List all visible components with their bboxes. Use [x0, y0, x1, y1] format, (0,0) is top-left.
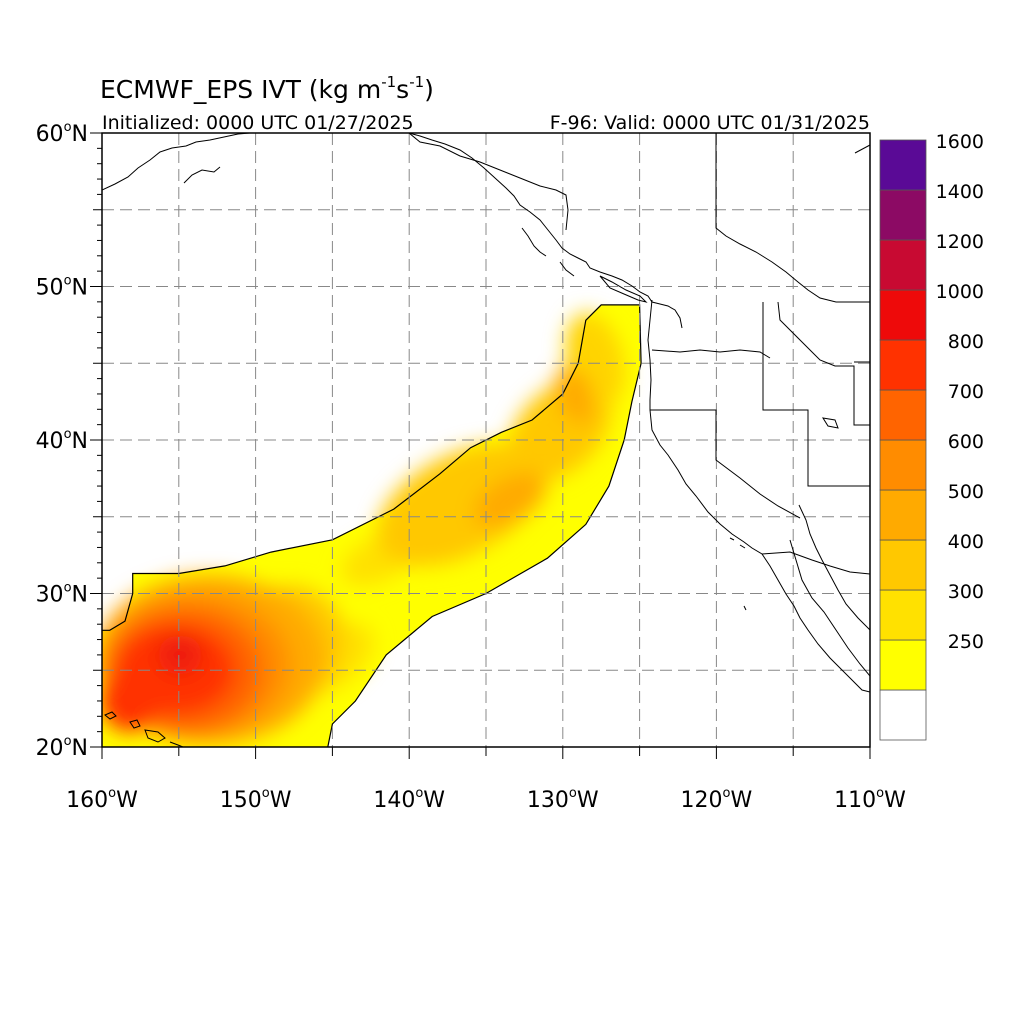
- longitude-labels: 160oW 150oW 140oW 130oW 120oW 110oW: [66, 786, 906, 813]
- latitude-labels: 60oN 50oN 40oN 30oN 20oN: [36, 120, 88, 761]
- colorbar-swatch: [879, 239, 927, 291]
- vancouver-island: [599, 275, 648, 303]
- colorbar-label: 700: [948, 381, 984, 403]
- canada-us-border: [715, 133, 870, 303]
- colorbar-swatch: [879, 339, 927, 391]
- lat-lon-gridlines: [102, 133, 870, 747]
- colorbar-label: 1200: [936, 231, 984, 253]
- montana-border: [777, 301, 870, 426]
- colorbar-label: 250: [948, 631, 984, 653]
- axis-ticks: [90, 132, 871, 759]
- colorbar-swatch: [879, 439, 927, 491]
- colorbar-swatch: [879, 189, 927, 241]
- initialized-time: Initialized: 0000 UTC 01/27/2025: [102, 112, 414, 134]
- colorbar-swatch: [879, 639, 927, 691]
- colorbar-swatch: [879, 289, 927, 341]
- alaska-coast: [102, 133, 683, 329]
- channel-islands: [729, 537, 747, 611]
- colorbar-swatch: [879, 389, 927, 441]
- idaho-state-border: [762, 302, 870, 487]
- gulf-of-california-coast: [789, 539, 870, 677]
- colorbar-label: 1400: [936, 181, 984, 203]
- lon-label: 160oW: [66, 786, 138, 813]
- colorbar-label: 300: [948, 581, 984, 603]
- lat-label: 60oN: [36, 120, 88, 147]
- california-nevada-border: [650, 409, 801, 519]
- tiny-islands: [821, 144, 870, 429]
- colorbar-swatch: [879, 689, 927, 741]
- lon-label: 120oW: [681, 786, 753, 813]
- hawaii-islands: [104, 711, 184, 747]
- lon-label: 130oW: [527, 786, 599, 813]
- lon-label: 150oW: [220, 786, 292, 813]
- lat-label: 50oN: [36, 274, 88, 301]
- ivt-shading: [102, 304, 642, 747]
- sea-of-cortez-coast: [798, 504, 870, 631]
- colorbar: 250 300 400 500 600 700 800 1000 1200 1400 1600: [879, 131, 984, 741]
- haida-gwaii-coast: [521, 227, 575, 277]
- lat-label: 30oN: [36, 581, 88, 608]
- map-plot-area: [102, 133, 870, 747]
- lat-label: 40oN: [36, 427, 88, 454]
- coastlines: [102, 133, 870, 747]
- political-boundaries: [408, 133, 870, 575]
- colorbar-swatch: [879, 539, 927, 591]
- lon-label: 140oW: [373, 786, 445, 813]
- colorbar-label: 1600: [936, 131, 984, 153]
- alaska-canada-border: [408, 133, 569, 231]
- oregon-washington-border: [651, 349, 771, 359]
- west-coast-us: [647, 299, 870, 693]
- us-mexico-border: [761, 551, 870, 575]
- colorbar-label: 400: [948, 531, 984, 553]
- colorbar-swatch: [879, 139, 927, 191]
- valid-time: F-96: Valid: 0000 UTC 01/31/2025: [550, 112, 870, 134]
- lat-label: 20oN: [36, 734, 88, 761]
- plot-title: ECMWF_EPS IVT (kg m-1s-1): [100, 73, 434, 104]
- colorbar-label: 600: [948, 431, 984, 453]
- lon-label: 110oW: [834, 786, 906, 813]
- colorbar-label: 800: [948, 331, 984, 353]
- colorbar-swatch: [879, 489, 927, 541]
- colorbar-label: 1000: [936, 281, 984, 303]
- colorbar-label: 500: [948, 481, 984, 503]
- colorbar-swatch: [879, 589, 927, 641]
